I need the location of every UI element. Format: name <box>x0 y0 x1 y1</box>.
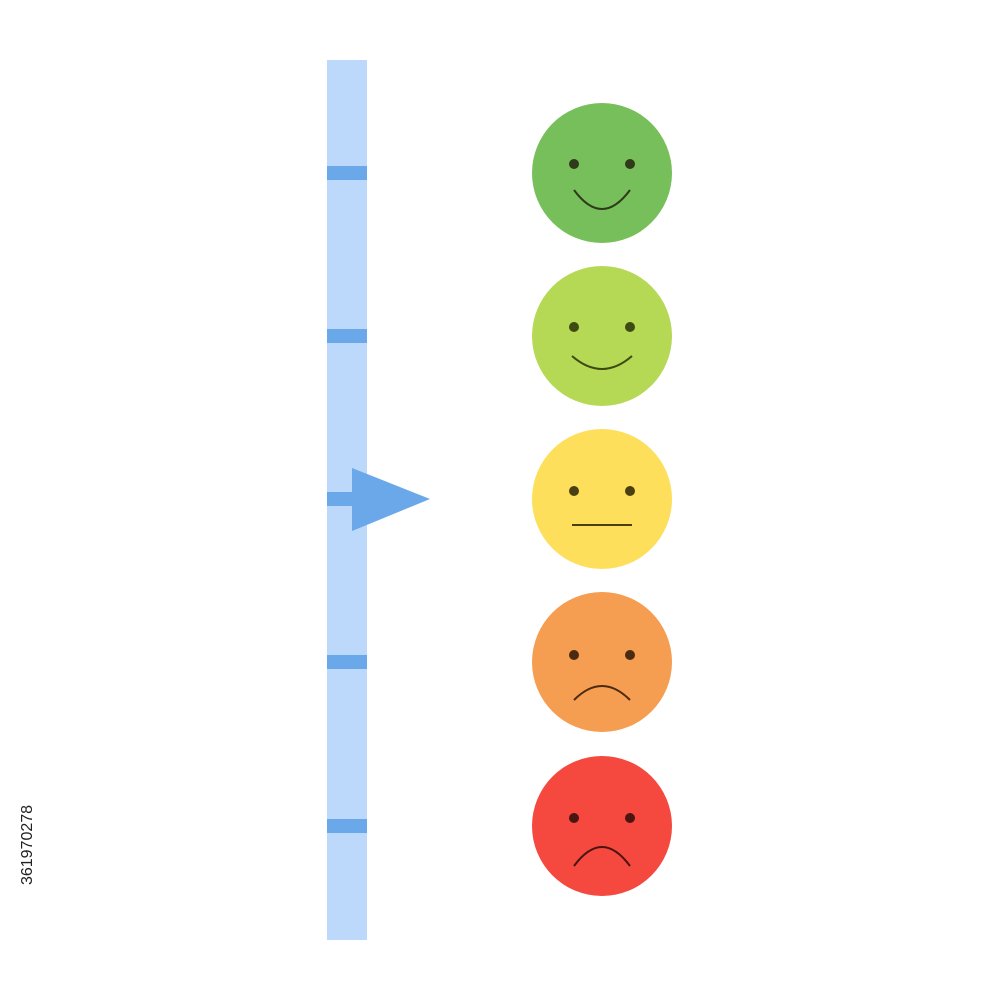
face-very-happy <box>532 103 672 243</box>
face-neutral <box>532 429 672 569</box>
scale-tick <box>327 655 367 669</box>
face-very-unhappy <box>532 756 672 896</box>
face-unhappy <box>532 592 672 732</box>
scale-tick <box>327 819 367 833</box>
face-happy <box>532 266 672 406</box>
scale-tick <box>327 329 367 343</box>
scale-ticks <box>327 166 367 833</box>
stock-id: 361970278 <box>19 805 36 885</box>
scale-tick <box>327 166 367 180</box>
pointer-arrow <box>352 468 430 531</box>
